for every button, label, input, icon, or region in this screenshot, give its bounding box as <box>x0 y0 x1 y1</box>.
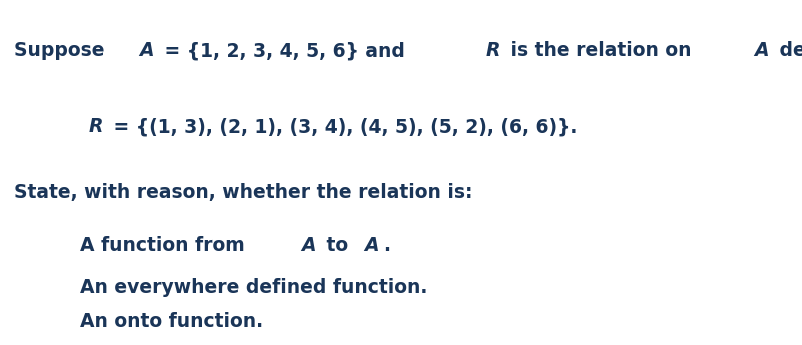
Text: A: A <box>302 236 316 255</box>
Text: A function from: A function from <box>80 236 252 255</box>
Text: R: R <box>485 41 500 60</box>
Text: State, with reason, whether the relation is:: State, with reason, whether the relation… <box>14 183 473 202</box>
Text: = {1, 2, 3, 4, 5, 6} and: = {1, 2, 3, 4, 5, 6} and <box>158 41 411 60</box>
Text: A: A <box>140 41 154 60</box>
Text: Suppose: Suppose <box>14 41 111 60</box>
Text: = {(1, 3), (2, 1), (3, 4), (4, 5), (5, 2), (6, 6)}.: = {(1, 3), (2, 1), (3, 4), (4, 5), (5, 2… <box>107 117 577 136</box>
Text: to: to <box>320 236 354 255</box>
Text: An onto function.: An onto function. <box>80 312 263 331</box>
Text: defined by: defined by <box>773 41 802 60</box>
Text: R: R <box>88 117 103 136</box>
Text: An everywhere defined function.: An everywhere defined function. <box>80 278 427 297</box>
Text: .: . <box>383 236 391 255</box>
Text: is the relation on: is the relation on <box>504 41 698 60</box>
Text: A: A <box>365 236 379 255</box>
Text: A: A <box>754 41 769 60</box>
